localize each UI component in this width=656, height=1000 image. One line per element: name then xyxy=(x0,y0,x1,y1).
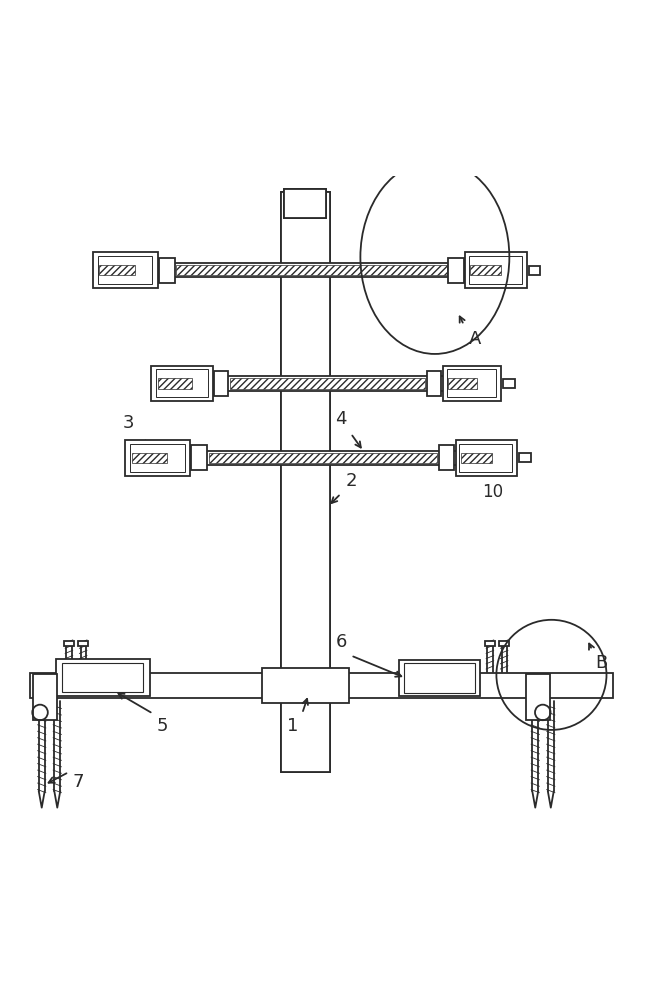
Bar xyxy=(62,663,144,692)
Bar xyxy=(132,453,167,463)
Bar xyxy=(281,192,329,772)
Text: 4: 4 xyxy=(335,410,346,428)
Text: 2: 2 xyxy=(346,472,357,490)
Text: B: B xyxy=(595,654,607,672)
Bar xyxy=(529,266,541,275)
Bar xyxy=(125,440,190,476)
Text: 7: 7 xyxy=(72,773,84,791)
Bar xyxy=(455,440,517,476)
Bar xyxy=(131,444,185,472)
Bar xyxy=(405,663,475,693)
Bar xyxy=(98,256,152,284)
Bar xyxy=(93,252,157,288)
Text: 10: 10 xyxy=(482,483,503,501)
Bar xyxy=(78,641,89,646)
Bar xyxy=(176,265,447,275)
Bar xyxy=(284,189,327,218)
Bar xyxy=(469,256,522,284)
Bar xyxy=(151,366,213,401)
Bar xyxy=(131,451,470,465)
Text: 6: 6 xyxy=(336,633,348,651)
Bar xyxy=(439,445,455,470)
Bar xyxy=(157,378,192,389)
Bar xyxy=(230,378,425,389)
Bar xyxy=(209,453,437,463)
Bar xyxy=(156,376,457,391)
Bar xyxy=(525,674,550,720)
Bar xyxy=(427,371,441,396)
Bar xyxy=(447,369,496,397)
Bar xyxy=(400,660,480,696)
Bar xyxy=(449,258,464,283)
Bar xyxy=(159,258,174,283)
Bar xyxy=(485,641,495,646)
Bar xyxy=(30,673,613,698)
Bar xyxy=(214,371,228,396)
Text: 3: 3 xyxy=(122,414,134,432)
Bar xyxy=(448,378,477,389)
Bar xyxy=(470,265,501,275)
Bar xyxy=(281,192,329,772)
Bar xyxy=(262,668,349,703)
Text: A: A xyxy=(469,330,482,348)
Bar xyxy=(64,641,74,646)
Bar xyxy=(56,659,150,696)
Bar xyxy=(461,453,491,463)
Bar xyxy=(465,252,527,288)
Bar xyxy=(503,379,514,388)
Bar xyxy=(499,641,509,646)
Bar xyxy=(192,445,207,470)
Bar xyxy=(99,265,135,275)
Text: 5: 5 xyxy=(156,717,168,735)
Text: 1: 1 xyxy=(287,717,299,735)
Bar xyxy=(156,369,207,397)
Bar xyxy=(284,189,327,218)
Bar xyxy=(98,263,480,277)
Bar xyxy=(459,444,512,472)
Bar xyxy=(519,453,531,462)
Bar xyxy=(33,674,57,720)
Bar xyxy=(443,366,501,401)
